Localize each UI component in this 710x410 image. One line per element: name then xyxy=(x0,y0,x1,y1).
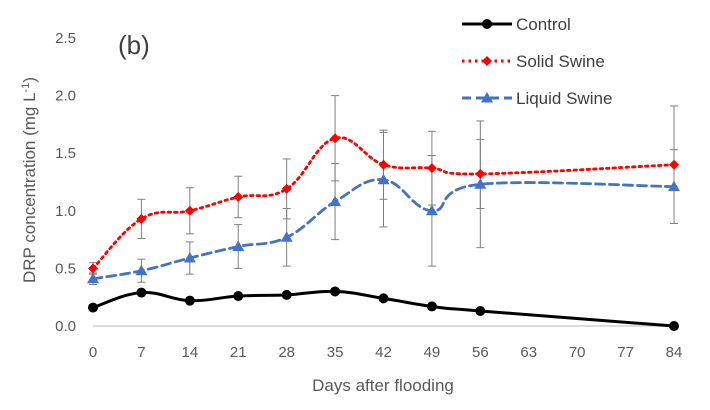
x-tick-label: 63 xyxy=(520,344,537,361)
x-tick-label: 14 xyxy=(181,344,198,361)
legend-marker-solid-swine xyxy=(482,56,492,66)
legend: Control Solid Swine Liquid Swine xyxy=(462,15,612,108)
x-tick-label: 7 xyxy=(137,344,145,361)
solid-swine-data-point xyxy=(669,159,679,170)
control-data-point xyxy=(136,287,147,298)
solid-swine-data-point xyxy=(330,133,341,144)
control-data-point xyxy=(378,293,389,304)
solid-swine-data-point xyxy=(281,183,292,194)
x-tick-label: 0 xyxy=(89,344,97,361)
legend-label-solid-swine: Solid Swine xyxy=(516,52,605,71)
legend-item-control: Control xyxy=(462,15,571,34)
solid-swine-data-point xyxy=(378,159,389,170)
panel-label: (b) xyxy=(118,30,150,60)
solid-swine-data-point xyxy=(88,263,98,274)
liquid-swine-data-point xyxy=(668,180,680,192)
control-data-point xyxy=(330,286,341,297)
legend-label-control: Control xyxy=(516,15,571,34)
legend-marker-liquid-swine xyxy=(481,92,493,103)
liquid-swine-data-point xyxy=(135,264,148,276)
control-data-point xyxy=(426,301,437,312)
y-tick-label: 2.0 xyxy=(55,88,76,105)
x-tick-label: 70 xyxy=(569,344,586,361)
legend-marker-control xyxy=(482,19,492,29)
x-tick-label: 49 xyxy=(424,344,441,361)
solid-swine-data-point xyxy=(136,213,147,224)
liquid-swine-data-point xyxy=(474,178,487,189)
control-data-point xyxy=(281,289,292,300)
y-axis-title-suffix: ) xyxy=(20,77,39,83)
x-tick-label: 84 xyxy=(666,344,683,361)
liquid-swine-data-point xyxy=(280,231,293,242)
x-tick-label: 42 xyxy=(375,344,392,361)
x-tick-label: 35 xyxy=(327,344,344,361)
liquid-swine-data-point xyxy=(425,204,438,216)
control-data-point xyxy=(88,302,98,313)
y-tick-label: 1.5 xyxy=(55,145,76,162)
liquid-swine-data-point xyxy=(329,195,342,207)
error-bars xyxy=(89,95,678,286)
series-markers xyxy=(87,133,680,331)
control-data-point xyxy=(184,295,195,306)
liquid-swine-data-point xyxy=(87,272,99,284)
x-axis-title: Days after flooding xyxy=(312,376,454,395)
liquid-swine-data-point xyxy=(232,240,245,252)
y-tick-label: 2.5 xyxy=(55,30,76,47)
y-axis-title-superscript: -1 xyxy=(20,83,32,93)
y-tick-label: 1.0 xyxy=(55,203,76,220)
y-tick-label: 0.0 xyxy=(55,318,76,335)
solid-swine-data-point xyxy=(184,205,195,216)
y-tick-label: 0.5 xyxy=(55,260,76,277)
x-tick-labels: 0 7 14 21 28 35 42 49 56 63 70 77 84 xyxy=(89,344,683,361)
legend-label-liquid-swine: Liquid Swine xyxy=(516,89,612,108)
x-tick-label: 21 xyxy=(230,344,247,361)
x-tick-label: 77 xyxy=(617,344,634,361)
legend-item-solid-swine: Solid Swine xyxy=(462,52,605,71)
solid-swine-data-point xyxy=(426,163,437,174)
control-data-point xyxy=(233,291,244,302)
y-axis-title-main: DRP concentration (mg L xyxy=(20,92,39,283)
solid-swine-data-point xyxy=(475,168,486,179)
legend-item-liquid-swine: Liquid Swine xyxy=(462,89,612,108)
solid-swine-data-point xyxy=(233,191,244,202)
liquid-swine-data-point xyxy=(377,173,390,185)
control-data-point xyxy=(475,306,486,317)
x-tick-label: 28 xyxy=(278,344,295,361)
liquid-swine-data-point xyxy=(183,252,196,263)
y-tick-labels: 0.0 0.5 1.0 1.5 2.0 2.5 xyxy=(55,30,76,335)
y-axis-title: DRP concentration (mg L-1) xyxy=(20,77,39,283)
control-data-point xyxy=(669,321,679,331)
x-tick-label: 56 xyxy=(472,344,489,361)
